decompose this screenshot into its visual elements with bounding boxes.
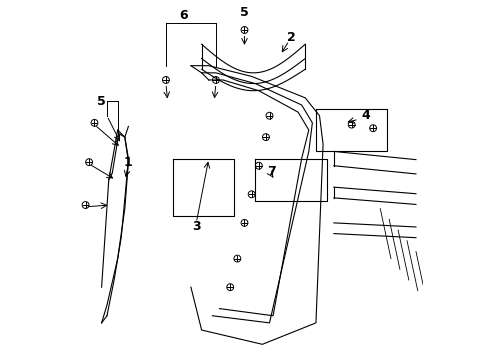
Text: 5: 5 (240, 6, 248, 19)
Text: 2: 2 (286, 31, 295, 44)
Text: 1: 1 (124, 156, 133, 168)
Text: 5: 5 (97, 95, 106, 108)
Text: 3: 3 (192, 220, 200, 233)
Text: 7: 7 (266, 165, 275, 177)
Text: 6: 6 (179, 9, 188, 22)
Text: 4: 4 (361, 109, 369, 122)
